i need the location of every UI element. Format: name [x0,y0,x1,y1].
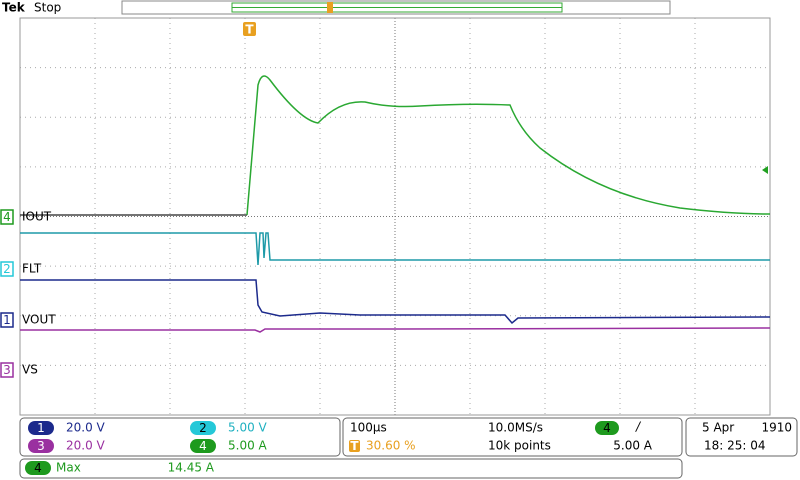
measurement-panel [19,458,683,479]
trigger-marker [243,22,256,36]
trigger-level-marker [762,166,768,174]
trace-vs [20,327,771,333]
trace-iout [246,75,771,216]
trigger-source: 4 [603,421,611,435]
year: 1910 [761,421,792,435]
channel-number: 1 [3,313,11,327]
trigger-position: 30.60 % [366,439,416,453]
horizontal-scale: 100µs [350,421,387,435]
trigger-position-icon [349,440,360,452]
measurement-name: Max [56,461,81,475]
channel-badge-number: 3 [37,439,45,453]
channel-badge [190,421,216,435]
channel-badge-number: 2 [199,421,207,435]
status: Stop [34,1,61,15]
measurement-source: 4 [34,461,42,475]
channel-badge-number: 4 [199,439,207,453]
trace-flt [20,232,770,266]
time: 18: 25: 04 [704,439,766,453]
channel-number: 2 [3,262,11,276]
channel-scale: 20.0 V [66,421,106,435]
channel-badge [190,439,216,453]
sample-rate: 10.0MS/s [488,421,543,435]
scale-panel [19,417,341,457]
channel-label: IOUT [22,210,52,224]
channel-label: FLT [22,262,42,276]
channel-scale: 5.00 A [228,439,268,453]
channel-labels: 4 IOUT 2 FLT 1 VOUT 3 VS [0,209,56,378]
channel-badge [28,439,54,453]
trigger-marker-label: T [245,23,254,37]
trigger-source-badge [595,421,619,435]
record-bar [121,0,671,15]
channel-marker [0,312,14,328]
brand: Tek [2,1,26,15]
clock-panel [685,417,798,457]
channel-badge [28,421,54,435]
trigger-position-icon-label: T [350,439,359,453]
graticule-border [19,17,771,416]
measurement-value: 14.45 A [168,461,215,475]
trigger-level: 5.00 A [613,439,653,453]
date: 5 Apr [702,421,734,435]
measurement-source-badge [25,461,51,475]
channel-label: VOUT [22,313,56,327]
trace-vout [20,279,771,325]
channel-number: 4 [3,210,11,224]
record-length: 10k points [488,439,551,453]
channel-scale: 5.00 V [228,421,268,435]
channel-badge-number: 1 [37,421,45,435]
channel-marker [0,261,14,277]
scale-list: 1 20.0 V 2 5.00 V 3 20.0 V 4 5.00 A [28,421,268,453]
channel-marker [0,209,14,225]
record-position [327,2,333,13]
channel-label: VS [22,363,38,377]
channel-scale: 20.0 V [66,439,106,453]
channel-number: 3 [3,363,11,377]
channel-marker [0,362,14,378]
trigger-slope: / [635,420,642,434]
